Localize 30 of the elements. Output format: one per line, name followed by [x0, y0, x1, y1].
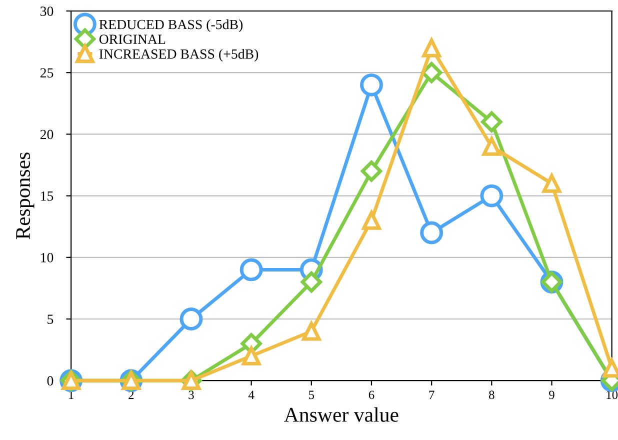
y-tick-label: 20: [40, 130, 54, 140]
point: [480, 184, 504, 208]
point: [300, 271, 322, 293]
legend-label: REDUCED BASS (-5dB): [99, 19, 243, 32]
legend-label: ORIGINAL: [99, 34, 166, 44]
x-axis-title: Answer value: [284, 407, 398, 422]
y-tick-label: 30: [40, 6, 54, 16]
point: [482, 137, 502, 156]
point: [180, 308, 203, 330]
y-tick-label: 25: [40, 68, 54, 78]
x-tick-label: 8: [489, 390, 494, 400]
point: [420, 221, 444, 244]
y-tick-label: 10: [41, 252, 54, 262]
point: [481, 111, 502, 132]
x-tick-label: 6: [368, 390, 374, 400]
x-tick-label: 3: [188, 390, 194, 400]
x-tick-label: 4: [248, 390, 254, 399]
y-tick-label: 5: [48, 314, 54, 324]
point: [240, 258, 263, 282]
point: [420, 62, 442, 84]
x-tick-label: 9: [549, 390, 554, 400]
y-tick-label: 15: [41, 191, 54, 201]
point: [360, 160, 382, 182]
point: [302, 322, 321, 341]
legend-label: INCREASED BASS (+5dB): [99, 48, 258, 62]
x-tick-label: 5: [309, 390, 314, 400]
y-axis-title: Responses: [16, 152, 34, 240]
x-tick-label: 7: [429, 390, 434, 399]
point: [360, 73, 383, 96]
y-tick-label: 0: [47, 376, 54, 386]
